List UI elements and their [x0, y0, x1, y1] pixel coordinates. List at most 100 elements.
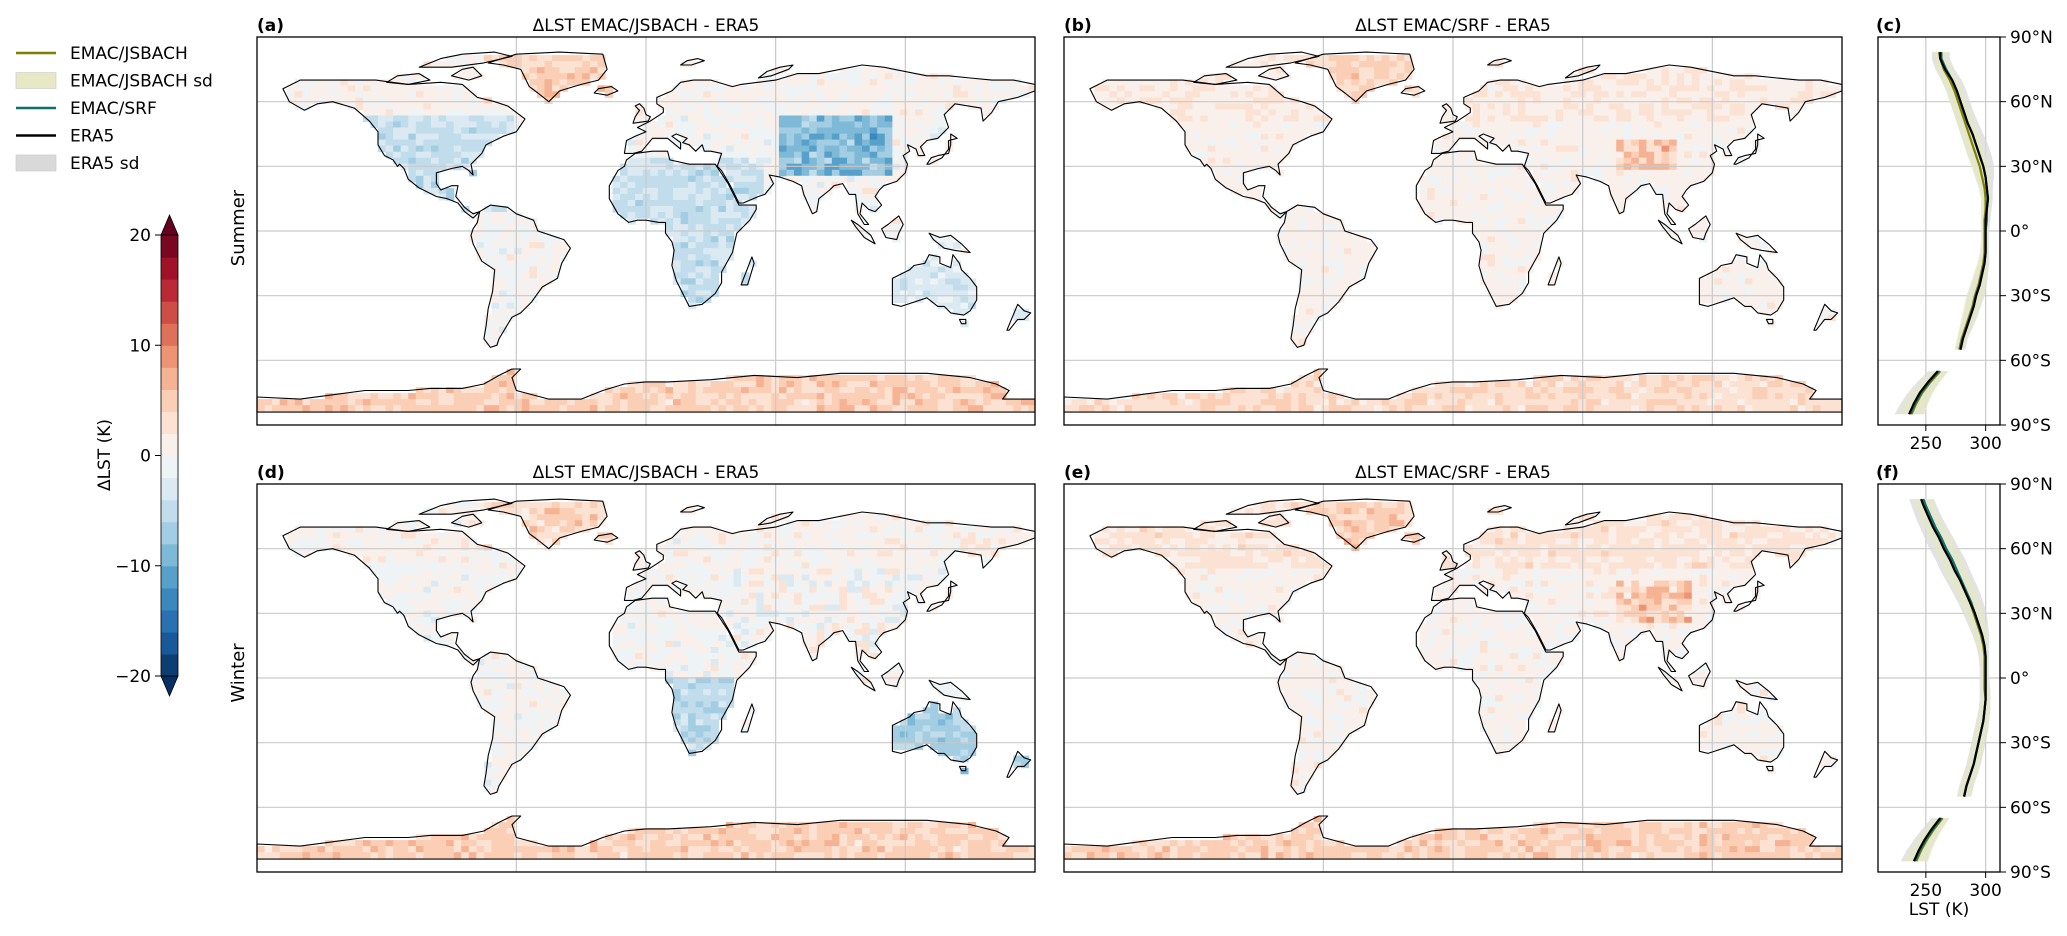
map-cell	[1480, 139, 1489, 147]
map-cell	[809, 79, 818, 86]
map-cell	[620, 175, 629, 183]
map-cell	[1366, 61, 1375, 68]
map-cell	[1593, 103, 1602, 110]
map-cell	[400, 393, 409, 400]
map-cell	[1260, 387, 1269, 394]
map-cell	[741, 151, 750, 159]
map-cell	[952, 296, 962, 304]
map-cell	[1510, 387, 1519, 394]
map-cell	[378, 109, 387, 116]
map-cell	[536, 514, 546, 521]
map-cell	[930, 556, 939, 563]
map-cell	[816, 157, 825, 165]
map-cell	[748, 556, 757, 563]
map-cell	[1396, 73, 1405, 80]
map-cell	[1661, 103, 1670, 110]
map-cell	[1661, 175, 1670, 183]
map-cell	[574, 520, 583, 527]
map-cell	[499, 381, 508, 388]
map-cell	[862, 562, 871, 570]
map-cell	[703, 393, 712, 400]
map-cell	[688, 586, 697, 594]
map-cell	[695, 544, 704, 551]
map-cell	[892, 296, 901, 304]
map-cell	[431, 157, 440, 165]
map-cell	[695, 206, 704, 213]
map-cell	[1775, 91, 1784, 98]
map-cell	[1396, 61, 1405, 68]
map-cell	[1525, 181, 1534, 189]
map-cell	[1298, 115, 1307, 123]
map-cell	[1442, 163, 1451, 171]
map-cell	[589, 508, 598, 515]
map-cell	[1623, 103, 1632, 110]
map-cell	[1722, 284, 1731, 292]
map-cell	[1268, 139, 1277, 147]
map-cell	[499, 236, 508, 243]
map-cell	[635, 586, 644, 594]
map-cell	[378, 145, 387, 153]
map-cell	[1517, 181, 1526, 189]
map-cell	[1290, 127, 1300, 135]
map-cell	[468, 405, 477, 412]
map-cell	[1585, 145, 1595, 153]
map-cell	[1737, 97, 1746, 104]
map-cell	[847, 109, 856, 116]
map-cell	[1540, 127, 1549, 135]
map-cell	[1570, 405, 1579, 412]
map-cell	[1192, 85, 1201, 92]
map-cell	[695, 181, 704, 189]
map-cell	[756, 550, 765, 557]
map-cell	[378, 526, 387, 533]
map-cell	[1411, 387, 1421, 394]
map-cell	[408, 163, 417, 171]
map-cell	[884, 85, 893, 92]
map-cell	[468, 236, 477, 243]
map-cell	[809, 200, 818, 207]
map-cell	[1290, 115, 1300, 123]
map-cell	[499, 103, 508, 110]
map-cell	[400, 127, 409, 135]
map-cell	[1782, 103, 1791, 110]
map-cell	[1706, 73, 1716, 80]
map-cell	[544, 67, 553, 74]
map-cell	[1124, 79, 1133, 86]
map-cell	[635, 187, 644, 195]
map-cell	[1752, 85, 1761, 92]
map-cell	[1351, 91, 1360, 98]
map-cell	[400, 121, 409, 129]
map-cell	[1676, 200, 1685, 207]
map-cell	[461, 514, 470, 521]
coastline	[450, 66, 483, 81]
map-cell	[1820, 314, 1829, 322]
map-cell	[831, 109, 841, 116]
map-cell	[763, 375, 772, 382]
map-cell	[393, 580, 402, 588]
map-cell	[514, 224, 523, 231]
map-cell	[695, 139, 704, 147]
map-cell	[1275, 133, 1284, 141]
map-cell	[1487, 206, 1496, 213]
map-cell	[1215, 109, 1224, 116]
map-cell	[741, 387, 750, 394]
map-cell	[1646, 151, 1655, 159]
map-cell	[378, 85, 387, 92]
map-cell	[1669, 393, 1678, 400]
map-cell	[1268, 121, 1277, 129]
map-cell	[1676, 163, 1685, 171]
map-cell	[1616, 193, 1625, 201]
map-cell	[378, 568, 387, 576]
map-cell	[1222, 163, 1231, 171]
map-cell	[968, 393, 977, 400]
map-cell	[718, 157, 727, 165]
map-cell	[1563, 405, 1572, 412]
map-cell	[1306, 127, 1315, 135]
map-cell	[1343, 61, 1353, 68]
map-cell	[1480, 266, 1489, 273]
map-cell	[688, 248, 697, 255]
map-cell	[983, 405, 992, 412]
map-cell	[483, 55, 493, 62]
map-cell	[1729, 387, 1738, 394]
map-cell	[862, 91, 871, 98]
map-cell	[869, 85, 878, 92]
